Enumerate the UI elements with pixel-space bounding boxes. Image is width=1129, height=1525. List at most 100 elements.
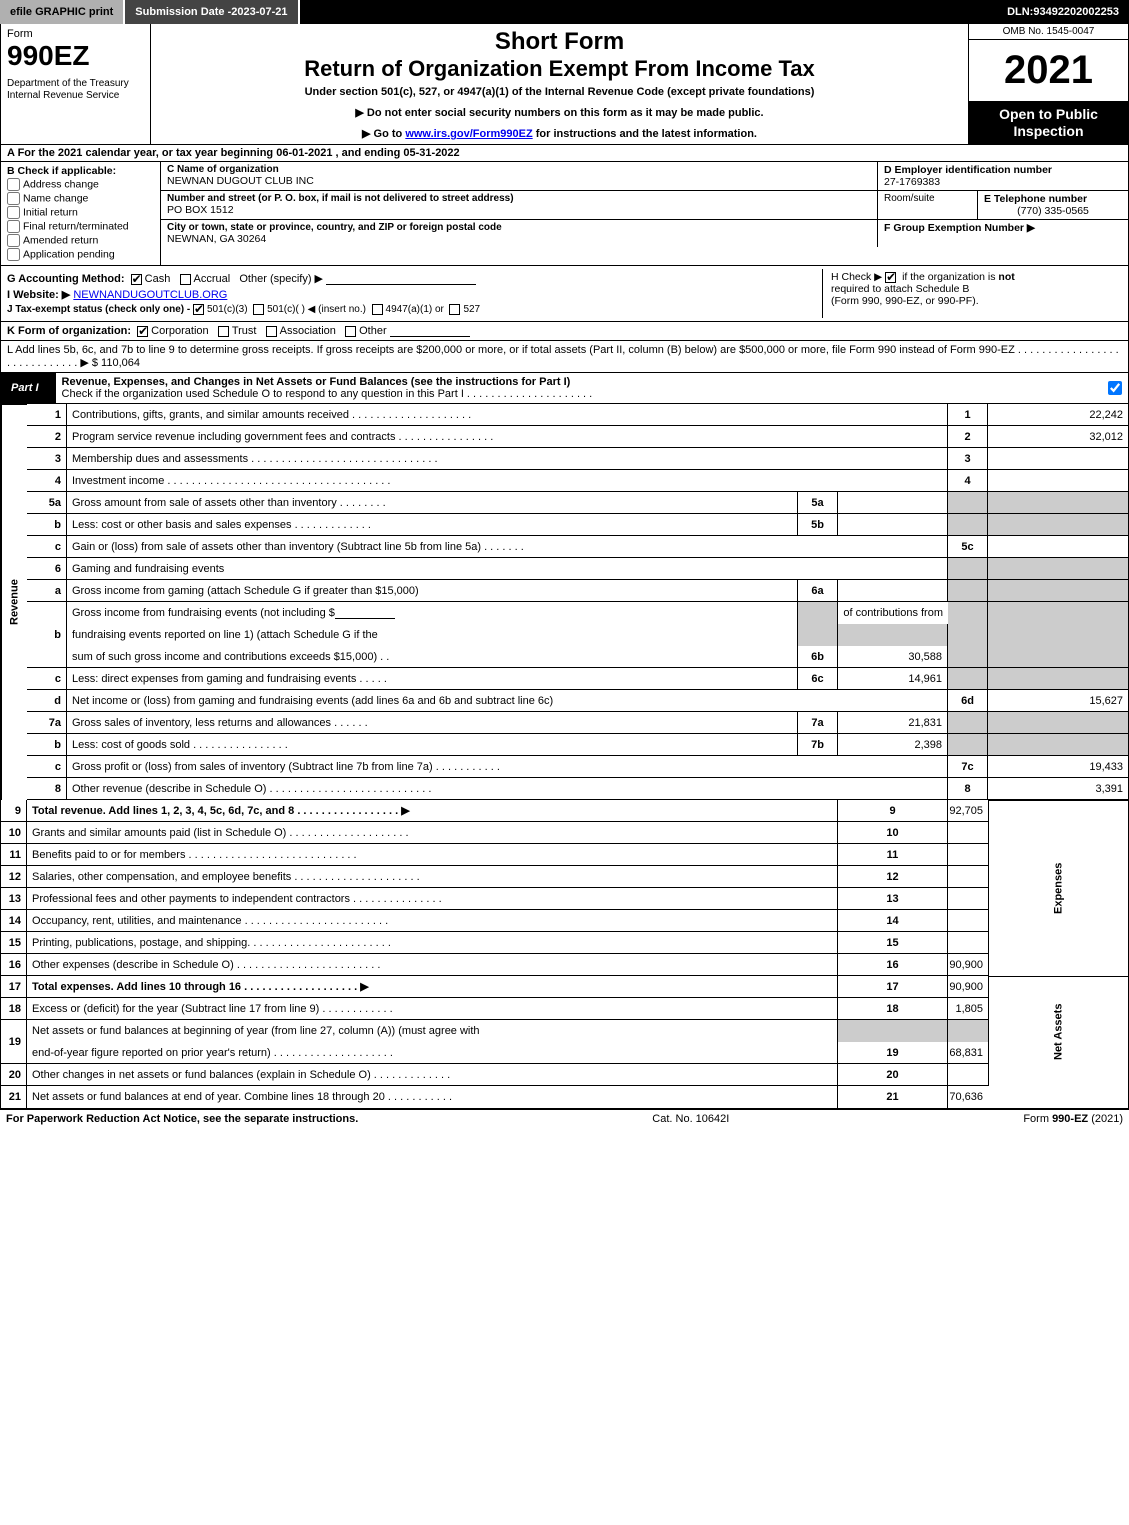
cell-street: Number and street (or P. O. box, if mail…: [161, 191, 878, 219]
rn-19: 19: [838, 1042, 948, 1064]
tax-year: 2021: [969, 40, 1128, 102]
ln-14: 14: [1, 910, 27, 932]
rn-11: 11: [838, 844, 948, 866]
ln-10: 10: [1, 822, 27, 844]
chk-address-change-box[interactable]: [7, 178, 20, 191]
desc-20: Other changes in net assets or fund bala…: [27, 1064, 838, 1086]
chk-application-pending[interactable]: Application pending: [7, 248, 154, 261]
g-accounting: G Accounting Method: Cash Accrual Other …: [7, 272, 822, 285]
chk-final-return-box[interactable]: [7, 220, 20, 233]
desc-18: Excess or (deficit) for the year (Subtra…: [27, 998, 838, 1020]
chk-amended-return-box[interactable]: [7, 234, 20, 247]
chk-527[interactable]: [449, 304, 460, 315]
j-pre: J Tax-exempt status (check only one) -: [7, 304, 193, 315]
chk-final-return[interactable]: Final return/terminated: [7, 220, 154, 233]
h-l2: required to attach Schedule B: [831, 283, 969, 295]
amt-5a-shade: [988, 492, 1128, 514]
form-number: 990EZ: [7, 40, 144, 72]
room-suite-label: Room/suite: [878, 191, 978, 219]
chk-corp[interactable]: [137, 326, 148, 337]
chk-cash[interactable]: [131, 274, 142, 285]
rn-3: 3: [948, 448, 988, 470]
header-left: Form 990EZ Department of the Treasury In…: [1, 24, 151, 144]
rn-13: 13: [838, 888, 948, 910]
chk-schedule-o[interactable]: [1108, 381, 1122, 395]
col-cdef: C Name of organization NEWNAN DUGOUT CLU…: [161, 162, 1128, 265]
desc-19b: end-of-year figure reported on prior yea…: [27, 1042, 838, 1064]
amt-1: 22,242: [988, 404, 1128, 426]
h-not: not: [998, 271, 1014, 283]
chk-501c3[interactable]: [193, 304, 204, 315]
contrib-amount-input[interactable]: [335, 607, 395, 619]
desc-6b-1: Gross income from fundraising events (no…: [67, 602, 798, 624]
g-accrual: Accrual: [194, 273, 231, 285]
amt-7b-shade: [988, 734, 1128, 756]
goto-post: for instructions and the latest informat…: [536, 128, 757, 140]
chk-address-change[interactable]: Address change: [7, 178, 154, 191]
rn-12: 12: [838, 866, 948, 888]
k-label: K Form of organization:: [7, 325, 131, 337]
rn-14: 14: [838, 910, 948, 932]
desc-9: Total revenue. Add lines 1, 2, 3, 4, 5c,…: [27, 800, 838, 822]
chk-name-change[interactable]: Name change: [7, 192, 154, 205]
rn-5b-shade: [948, 514, 988, 536]
amt-6d: 15,627: [988, 690, 1128, 712]
chk-address-change-label: Address change: [23, 178, 99, 190]
a-pre: A For the 2021 calendar year, or tax yea…: [7, 147, 276, 159]
rn-5c: 5c: [948, 536, 988, 558]
amt-6a-shade: [988, 580, 1128, 602]
chk-assoc[interactable]: [266, 326, 277, 337]
j-c: 501(c)( ) ◀ (insert no.): [267, 304, 366, 315]
h-pre: H Check ▶: [831, 271, 885, 283]
irs-link[interactable]: www.irs.gov/Form990EZ: [405, 128, 532, 140]
ln-6c: c: [27, 668, 67, 690]
k-other-input[interactable]: [390, 325, 470, 337]
rn-7b-shade: [948, 734, 988, 756]
rn-18: 18: [838, 998, 948, 1020]
chk-trust[interactable]: [218, 326, 229, 337]
rn-10: 10: [838, 822, 948, 844]
chk-h[interactable]: [885, 272, 896, 283]
amt-12: [948, 866, 988, 888]
chk-initial-return-box[interactable]: [7, 206, 20, 219]
amt-7c: 19,433: [988, 756, 1128, 778]
g-label2: G Accounting Method:: [7, 273, 125, 285]
a-begin: 06-01-2021: [276, 147, 332, 159]
chk-other-org[interactable]: [345, 326, 356, 337]
desc-5a: Gross amount from sale of assets other t…: [67, 492, 798, 514]
g-other-input[interactable]: [326, 273, 476, 285]
amt-8: 3,391: [988, 778, 1128, 800]
chk-amended-return[interactable]: Amended return: [7, 234, 154, 247]
chk-application-pending-box[interactable]: [7, 248, 20, 261]
footer-right-form: 990-EZ: [1052, 1113, 1088, 1125]
efile-print-button[interactable]: efile GRAPHIC print: [0, 0, 125, 24]
j-c3: 501(c)(3): [207, 304, 248, 315]
j-527: 527: [463, 304, 480, 315]
a-end: 05-31-2022: [403, 147, 459, 159]
rn-17: 17: [838, 976, 948, 998]
rn-15: 15: [838, 932, 948, 954]
chk-name-change-box[interactable]: [7, 192, 20, 205]
desc-6a: Gross income from gaming (attach Schedul…: [67, 580, 798, 602]
ln-8: 8: [27, 778, 67, 800]
sval-5b: [838, 514, 948, 536]
amt-4: [988, 470, 1128, 492]
amt-20: [948, 1064, 988, 1086]
g-other: Other (specify) ▶: [239, 273, 323, 285]
k-corp: Corporation: [151, 325, 208, 337]
chk-501c[interactable]: [253, 304, 264, 315]
h-post: if the organization is: [902, 271, 998, 283]
amt-13: [948, 888, 988, 910]
website-link[interactable]: NEWNANDUGOUTCLUB.ORG: [73, 289, 227, 301]
i-website: I Website: ▶ NEWNANDUGOUTCLUB.ORG: [7, 288, 822, 301]
chk-initial-return[interactable]: Initial return: [7, 206, 154, 219]
rn-1: 1: [948, 404, 988, 426]
chk-4947[interactable]: [372, 304, 383, 315]
ln-6b: b: [27, 602, 67, 668]
chk-initial-return-label: Initial return: [23, 206, 78, 218]
ln-17: 17: [1, 976, 27, 998]
rn-8: 8: [948, 778, 988, 800]
l-amt: 110,064: [101, 357, 140, 369]
desc-4: Investment income . . . . . . . . . . . …: [67, 470, 948, 492]
chk-accrual[interactable]: [180, 274, 191, 285]
